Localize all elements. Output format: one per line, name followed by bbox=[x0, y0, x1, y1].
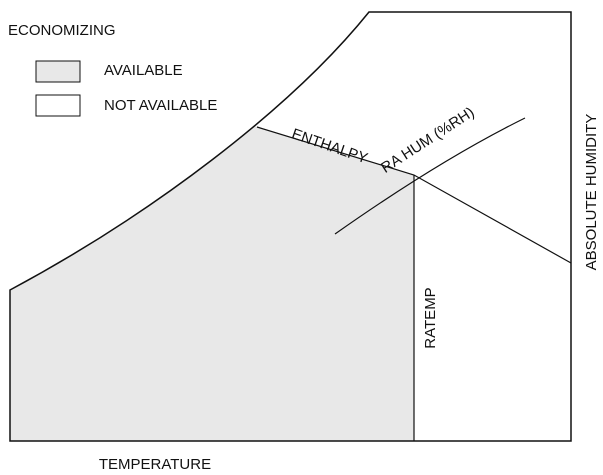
ra-hum-line bbox=[334, 117, 526, 235]
ra-hum-label: RA HUM (%RH) bbox=[378, 104, 477, 177]
legend-label: NOT AVAILABLE bbox=[104, 97, 217, 114]
legend-swatch-not-available bbox=[35, 94, 81, 117]
legend-swatch-available bbox=[35, 60, 81, 83]
outer-boundary bbox=[9, 11, 572, 442]
y-axis-label: ABSOLUTE HUMIDITY bbox=[583, 114, 600, 271]
legend-label: AVAILABLE bbox=[104, 62, 183, 79]
x-axis-label: TEMPERATURE bbox=[99, 456, 211, 473]
title: ECONOMIZING bbox=[8, 22, 116, 39]
ratemp-label: RATEMP bbox=[422, 287, 439, 348]
